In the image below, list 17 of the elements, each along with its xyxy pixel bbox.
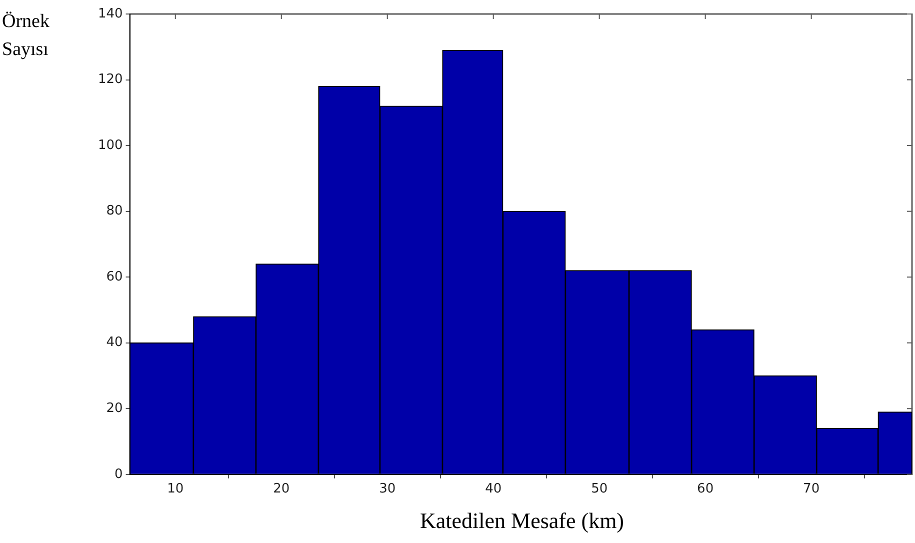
y-tick-label: 0 bbox=[114, 466, 123, 482]
x-tick-label: 50 bbox=[591, 482, 608, 497]
y-tick-label: 100 bbox=[98, 138, 123, 153]
y-tick-label: 40 bbox=[106, 335, 123, 350]
x-tick-label: 60 bbox=[697, 482, 714, 497]
x-tick-label: 70 bbox=[803, 482, 820, 497]
y-axis-title: Örnek Sayısı bbox=[2, 10, 50, 62]
y-tick-label: 60 bbox=[106, 269, 123, 284]
y-tick-label: 120 bbox=[98, 72, 123, 88]
x-tick-label: 40 bbox=[485, 482, 502, 497]
x-tick-label: 20 bbox=[273, 482, 290, 497]
x-axis-title: Katedilen Mesafe (km) bbox=[418, 508, 626, 534]
x-tick-label: 10 bbox=[167, 482, 184, 497]
y-tick-label: 20 bbox=[106, 401, 123, 416]
y-tick-label: 80 bbox=[106, 204, 123, 219]
x-tick-label: 30 bbox=[379, 482, 396, 497]
y-tick-label: 140 bbox=[98, 6, 123, 22]
